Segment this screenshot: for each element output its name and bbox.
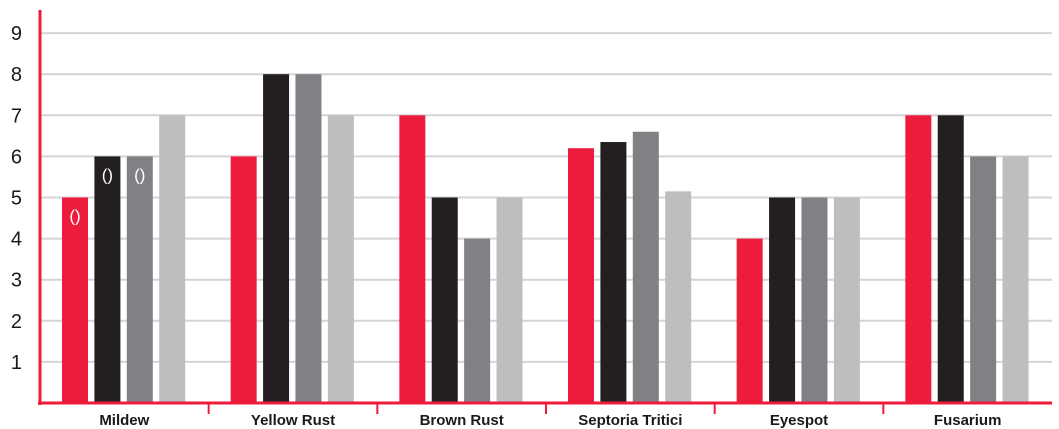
y-tick-label: 8 [11, 64, 22, 86]
bar [295, 74, 322, 403]
y-tick-label: 2 [11, 311, 22, 333]
bar [1002, 156, 1029, 403]
x-tick-label: Eyespot [770, 412, 828, 429]
bar [905, 115, 932, 404]
bar [230, 156, 257, 403]
x-tick-label: Mildew [99, 412, 149, 429]
y-tick-label: 1 [11, 352, 22, 374]
bar [399, 115, 426, 404]
bar [496, 197, 523, 403]
x-tick-label: Septoria Tritici [578, 412, 682, 429]
bar [568, 148, 594, 403]
bar [263, 74, 290, 403]
y-tick-label: 9 [11, 23, 22, 45]
bar [833, 197, 860, 403]
x-tick-label: Fusarium [934, 412, 1002, 429]
y-tick-label: 7 [11, 105, 22, 127]
axes [38, 10, 1052, 414]
bar [431, 197, 458, 403]
data-labels: () () () [69, 165, 145, 225]
gridlines [40, 32, 1052, 363]
bar [769, 197, 796, 403]
y-tick-label: 4 [11, 229, 22, 251]
bar [665, 191, 692, 403]
bar [464, 238, 491, 403]
bar [327, 115, 354, 404]
bar [632, 131, 659, 404]
data-label: () [69, 207, 80, 226]
x-tick-label: Yellow Rust [251, 412, 335, 429]
bar [62, 197, 88, 403]
y-tick-label: 3 [11, 270, 22, 292]
x-tick-labels: Mildew Yellow Rust Brown Rust Septoria Trit… [99, 412, 1001, 429]
bar [126, 156, 153, 403]
bar [600, 142, 627, 403]
y-tick-labels: 1 2 3 4 5 6 7 8 9 [11, 23, 22, 374]
x-tick-label: Brown Rust [420, 412, 504, 429]
data-label: () [134, 165, 145, 184]
y-tick-label: 6 [11, 146, 22, 168]
bar [94, 156, 121, 403]
data-label: () [102, 165, 113, 184]
y-tick-label: 5 [11, 188, 22, 210]
bar-marks [62, 74, 1029, 404]
bar [801, 197, 828, 403]
bar [736, 238, 763, 403]
bar [159, 115, 186, 404]
bar [937, 115, 964, 404]
bar [970, 156, 997, 403]
